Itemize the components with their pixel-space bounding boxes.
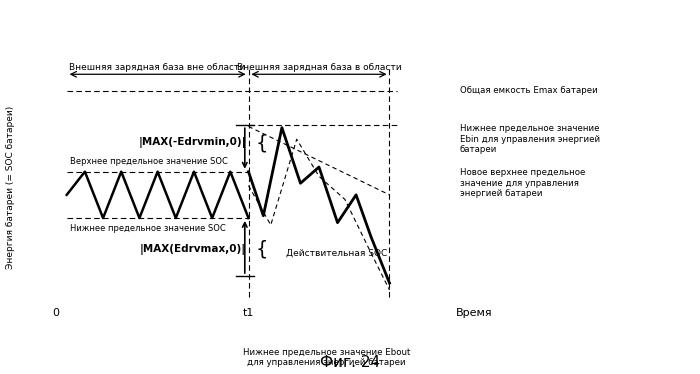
Text: Фиг. 24: Фиг. 24 xyxy=(320,355,380,370)
Text: Действительная SOC: Действительная SOC xyxy=(286,248,387,257)
Text: Новое верхнее предельное
значение для управления
энергией батареи: Новое верхнее предельное значение для уп… xyxy=(460,168,585,198)
Text: t1: t1 xyxy=(243,309,254,319)
Text: Энергия батареи (= SOC батареи): Энергия батареи (= SOC батареи) xyxy=(6,105,15,269)
Text: |MAX(-Edrvmin,0)|: |MAX(-Edrvmin,0)| xyxy=(139,137,246,148)
Text: Верхнее предельное значение SOC: Верхнее предельное значение SOC xyxy=(71,157,228,166)
Text: Нижнее предельное значение SOC: Нижнее предельное значение SOC xyxy=(71,224,226,233)
Text: Общая емкость Emax батареи: Общая емкость Emax батареи xyxy=(460,86,598,95)
Text: {: { xyxy=(256,240,268,259)
Text: {: { xyxy=(256,133,268,152)
Text: 0: 0 xyxy=(52,309,59,319)
Text: |MAX(Edrvmax,0)|: |MAX(Edrvmax,0)| xyxy=(140,244,246,255)
Text: Нижнее предельное значение
Ebin для управления энергией
батареи: Нижнее предельное значение Ebin для упра… xyxy=(460,124,600,154)
Text: Прибытие на
внешнюю зарядную
базу: Прибытие на внешнюю зарядную базу xyxy=(0,373,1,374)
Text: Нижнее предельное значение Ebout
для управления энергией батареи: Нижнее предельное значение Ebout для упр… xyxy=(243,348,410,367)
Text: Время: Время xyxy=(456,309,493,319)
Text: Внешняя зарядная база вне области: Внешняя зарядная база вне области xyxy=(69,63,246,72)
Text: Внешняя зарядная база в области: Внешняя зарядная база в области xyxy=(237,63,401,72)
